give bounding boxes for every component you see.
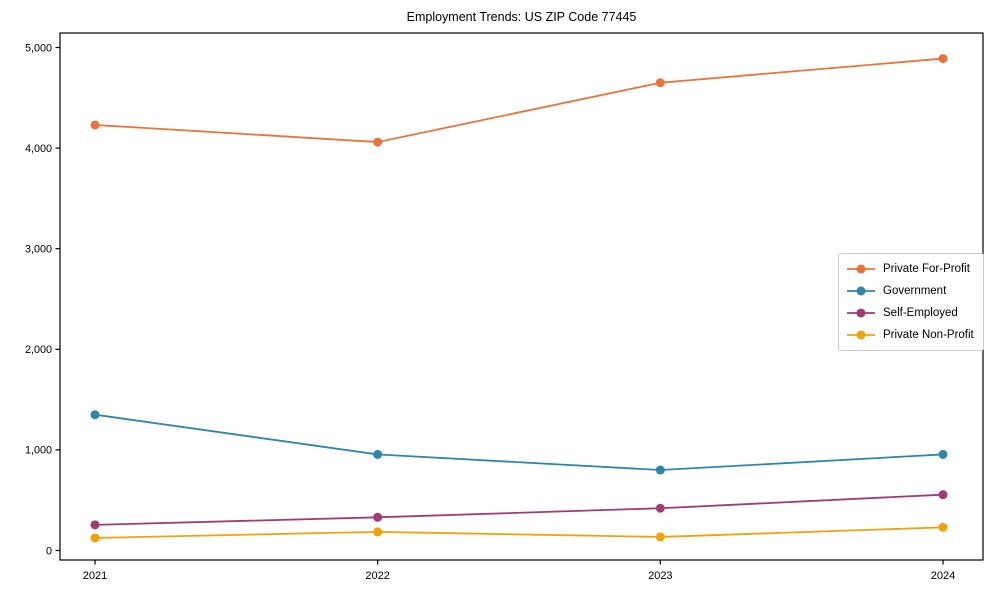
data-point-marker	[90, 410, 100, 420]
data-point-marker	[938, 490, 948, 500]
legend-marker-icon	[847, 286, 875, 296]
y-axis-tick-label: 0	[46, 545, 52, 557]
legend-marker-icon	[847, 330, 875, 340]
chart-title: Employment Trends: US ZIP Code 77445	[406, 10, 637, 24]
data-point-marker	[90, 520, 100, 530]
y-axis-tick-label: 4,000	[25, 143, 52, 155]
data-point-marker	[373, 527, 383, 537]
legend-dot	[856, 286, 866, 296]
y-axis-tick-label: 5,000	[25, 42, 52, 54]
data-point-marker	[655, 503, 665, 513]
legend-item: Private For-Profit	[846, 260, 975, 278]
data-point-marker	[938, 449, 948, 459]
data-point-marker	[938, 522, 948, 532]
legend-marker-icon	[847, 264, 875, 274]
legend-item: Self-Employed	[846, 304, 975, 322]
legend-label: Self-Employed	[883, 307, 958, 319]
series-line	[94, 493, 944, 526]
data-point-marker	[655, 465, 665, 475]
legend-dot	[856, 330, 866, 340]
x-axis-tick-label: 2021	[83, 570, 107, 582]
legend: Private For-Profit Government Self-Employe…	[838, 253, 984, 351]
x-axis-tick-label: 2023	[648, 570, 672, 582]
y-axis-tick-label: 2,000	[25, 344, 52, 356]
data-point-marker	[655, 78, 665, 88]
legend-item: Private Non-Profit	[846, 326, 975, 344]
data-point-marker	[373, 449, 383, 459]
series-line	[94, 526, 944, 539]
legend-item: Government	[846, 282, 975, 300]
legend-dot	[856, 264, 866, 274]
y-axis-tick-label: 1,000	[25, 445, 52, 457]
series-line	[94, 57, 944, 143]
legend-label: Private Non-Profit	[883, 329, 974, 341]
legend-label: Government	[883, 285, 947, 297]
data-point-marker	[655, 532, 665, 542]
data-point-marker	[938, 54, 948, 64]
data-point-marker	[90, 120, 100, 130]
data-point-marker	[373, 512, 383, 522]
x-axis-tick-label: 2024	[931, 570, 955, 582]
legend-label: Private For-Profit	[883, 263, 970, 275]
x-axis-tick-label: 2022	[365, 570, 389, 582]
data-point-marker	[90, 533, 100, 543]
data-point-marker	[373, 137, 383, 147]
legend-dot	[856, 308, 866, 318]
series-line	[94, 413, 944, 471]
y-axis-tick-label: 3,000	[25, 244, 52, 256]
legend-marker-icon	[847, 308, 875, 318]
